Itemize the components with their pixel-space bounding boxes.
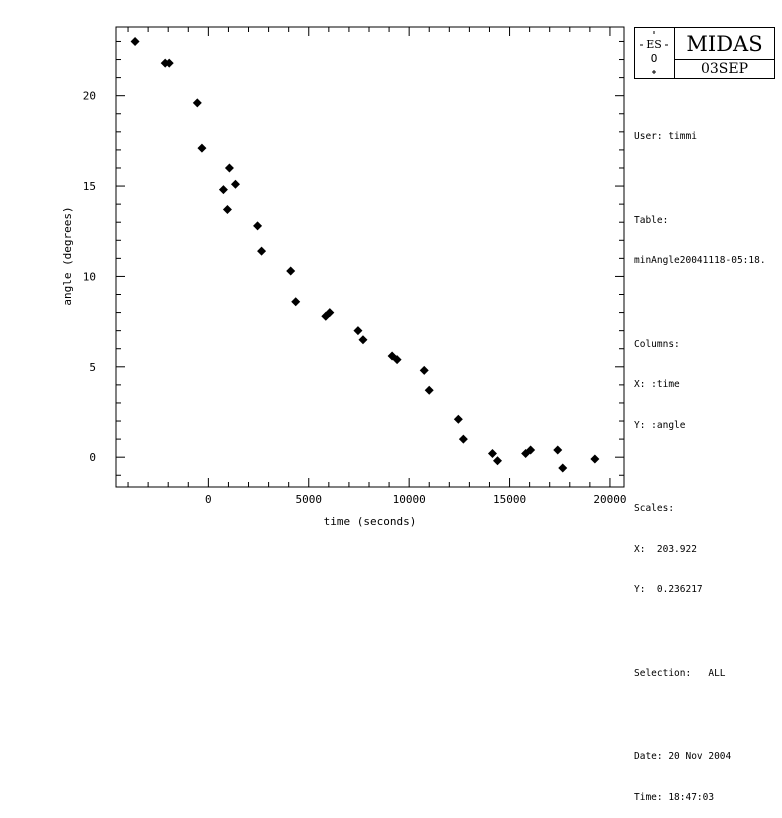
data-point — [164, 58, 174, 68]
data-point — [392, 355, 402, 365]
eso-emblem: ES O — [635, 28, 675, 78]
eso-emblem-icon: ES O — [640, 31, 668, 74]
plot-frame — [115, 26, 625, 488]
scatter-plot: 0 5000 10000 15000 20000 0 5 10 15 20 time (seco… — [61, 26, 627, 528]
data-point — [224, 163, 234, 173]
x-axis-ticks — [127, 27, 611, 487]
plot-info-panel: User: timmi Table: minAngle20041118-05:1… — [634, 103, 766, 818]
info-scale-x: X: 203.922 — [634, 543, 697, 555]
x-tick-label: 20000 — [593, 493, 626, 506]
y-tick-label: 15 — [83, 180, 96, 193]
data-point — [197, 143, 207, 153]
data-point — [487, 449, 497, 459]
data-point — [325, 308, 335, 318]
info-date: Date: 20 Nov 2004 — [634, 751, 732, 762]
eso-emblem-letters: ES — [646, 38, 662, 51]
data-point — [230, 179, 240, 189]
data-point — [130, 36, 140, 46]
midas-date-label: 03SEP — [700, 61, 749, 77]
info-scale-y: Y: 0.236217 — [634, 584, 703, 595]
data-point — [358, 335, 368, 345]
data-point — [291, 297, 301, 307]
data-point — [526, 445, 536, 455]
info-time: Time: 18:47:03 — [634, 791, 715, 803]
x-tick-label: 5000 — [296, 493, 323, 506]
x-tick-labels: 0 5000 10000 15000 20000 — [205, 493, 626, 506]
data-point — [458, 434, 468, 444]
y-tick-label: 10 — [83, 270, 96, 283]
info-user: User: timmi — [634, 131, 697, 142]
info-columns-label: Columns: — [634, 338, 680, 350]
x-tick-label: 15000 — [493, 493, 526, 506]
info-scales-label: Scales: — [634, 503, 675, 514]
midas-title: MIDAS — [675, 28, 774, 60]
data-point — [558, 463, 568, 473]
info-column-x: X: :time — [634, 379, 680, 390]
y-axis-label: angle (degrees) — [61, 206, 74, 305]
x-axis-label: time (seconds) — [324, 515, 417, 528]
data-point — [424, 385, 434, 395]
midas-title-cell: MIDAS 03SEP — [675, 28, 774, 78]
info-table-label: Table: — [634, 214, 669, 226]
y-axis-ticks — [116, 40, 624, 476]
info-table-name: minAngle20041118-05:18. — [634, 255, 766, 266]
data-point — [218, 185, 228, 195]
y-tick-label: 20 — [83, 90, 96, 103]
x-tick-label: 10000 — [393, 493, 426, 506]
data-point — [590, 454, 600, 464]
data-point — [222, 205, 232, 215]
data-point — [253, 221, 263, 231]
data-point — [453, 414, 463, 424]
data-point — [257, 246, 267, 256]
y-tick-label: 0 — [89, 451, 96, 464]
data-points — [130, 36, 600, 473]
data-point — [493, 456, 503, 466]
eso-emblem-o: O — [651, 52, 658, 65]
info-column-y: Y: :angle — [634, 419, 686, 431]
info-selection: Selection: ALL — [634, 667, 726, 679]
midas-logo-box: ES O MIDAS 03SEP — [634, 27, 775, 79]
x-tick-label: 0 — [205, 493, 212, 506]
y-tick-label: 5 — [89, 361, 96, 374]
data-point — [553, 445, 563, 455]
data-point — [419, 365, 429, 375]
data-point — [353, 326, 363, 336]
y-tick-labels: 0 5 10 15 20 — [83, 90, 96, 464]
data-point — [192, 98, 202, 108]
data-point — [286, 266, 296, 276]
